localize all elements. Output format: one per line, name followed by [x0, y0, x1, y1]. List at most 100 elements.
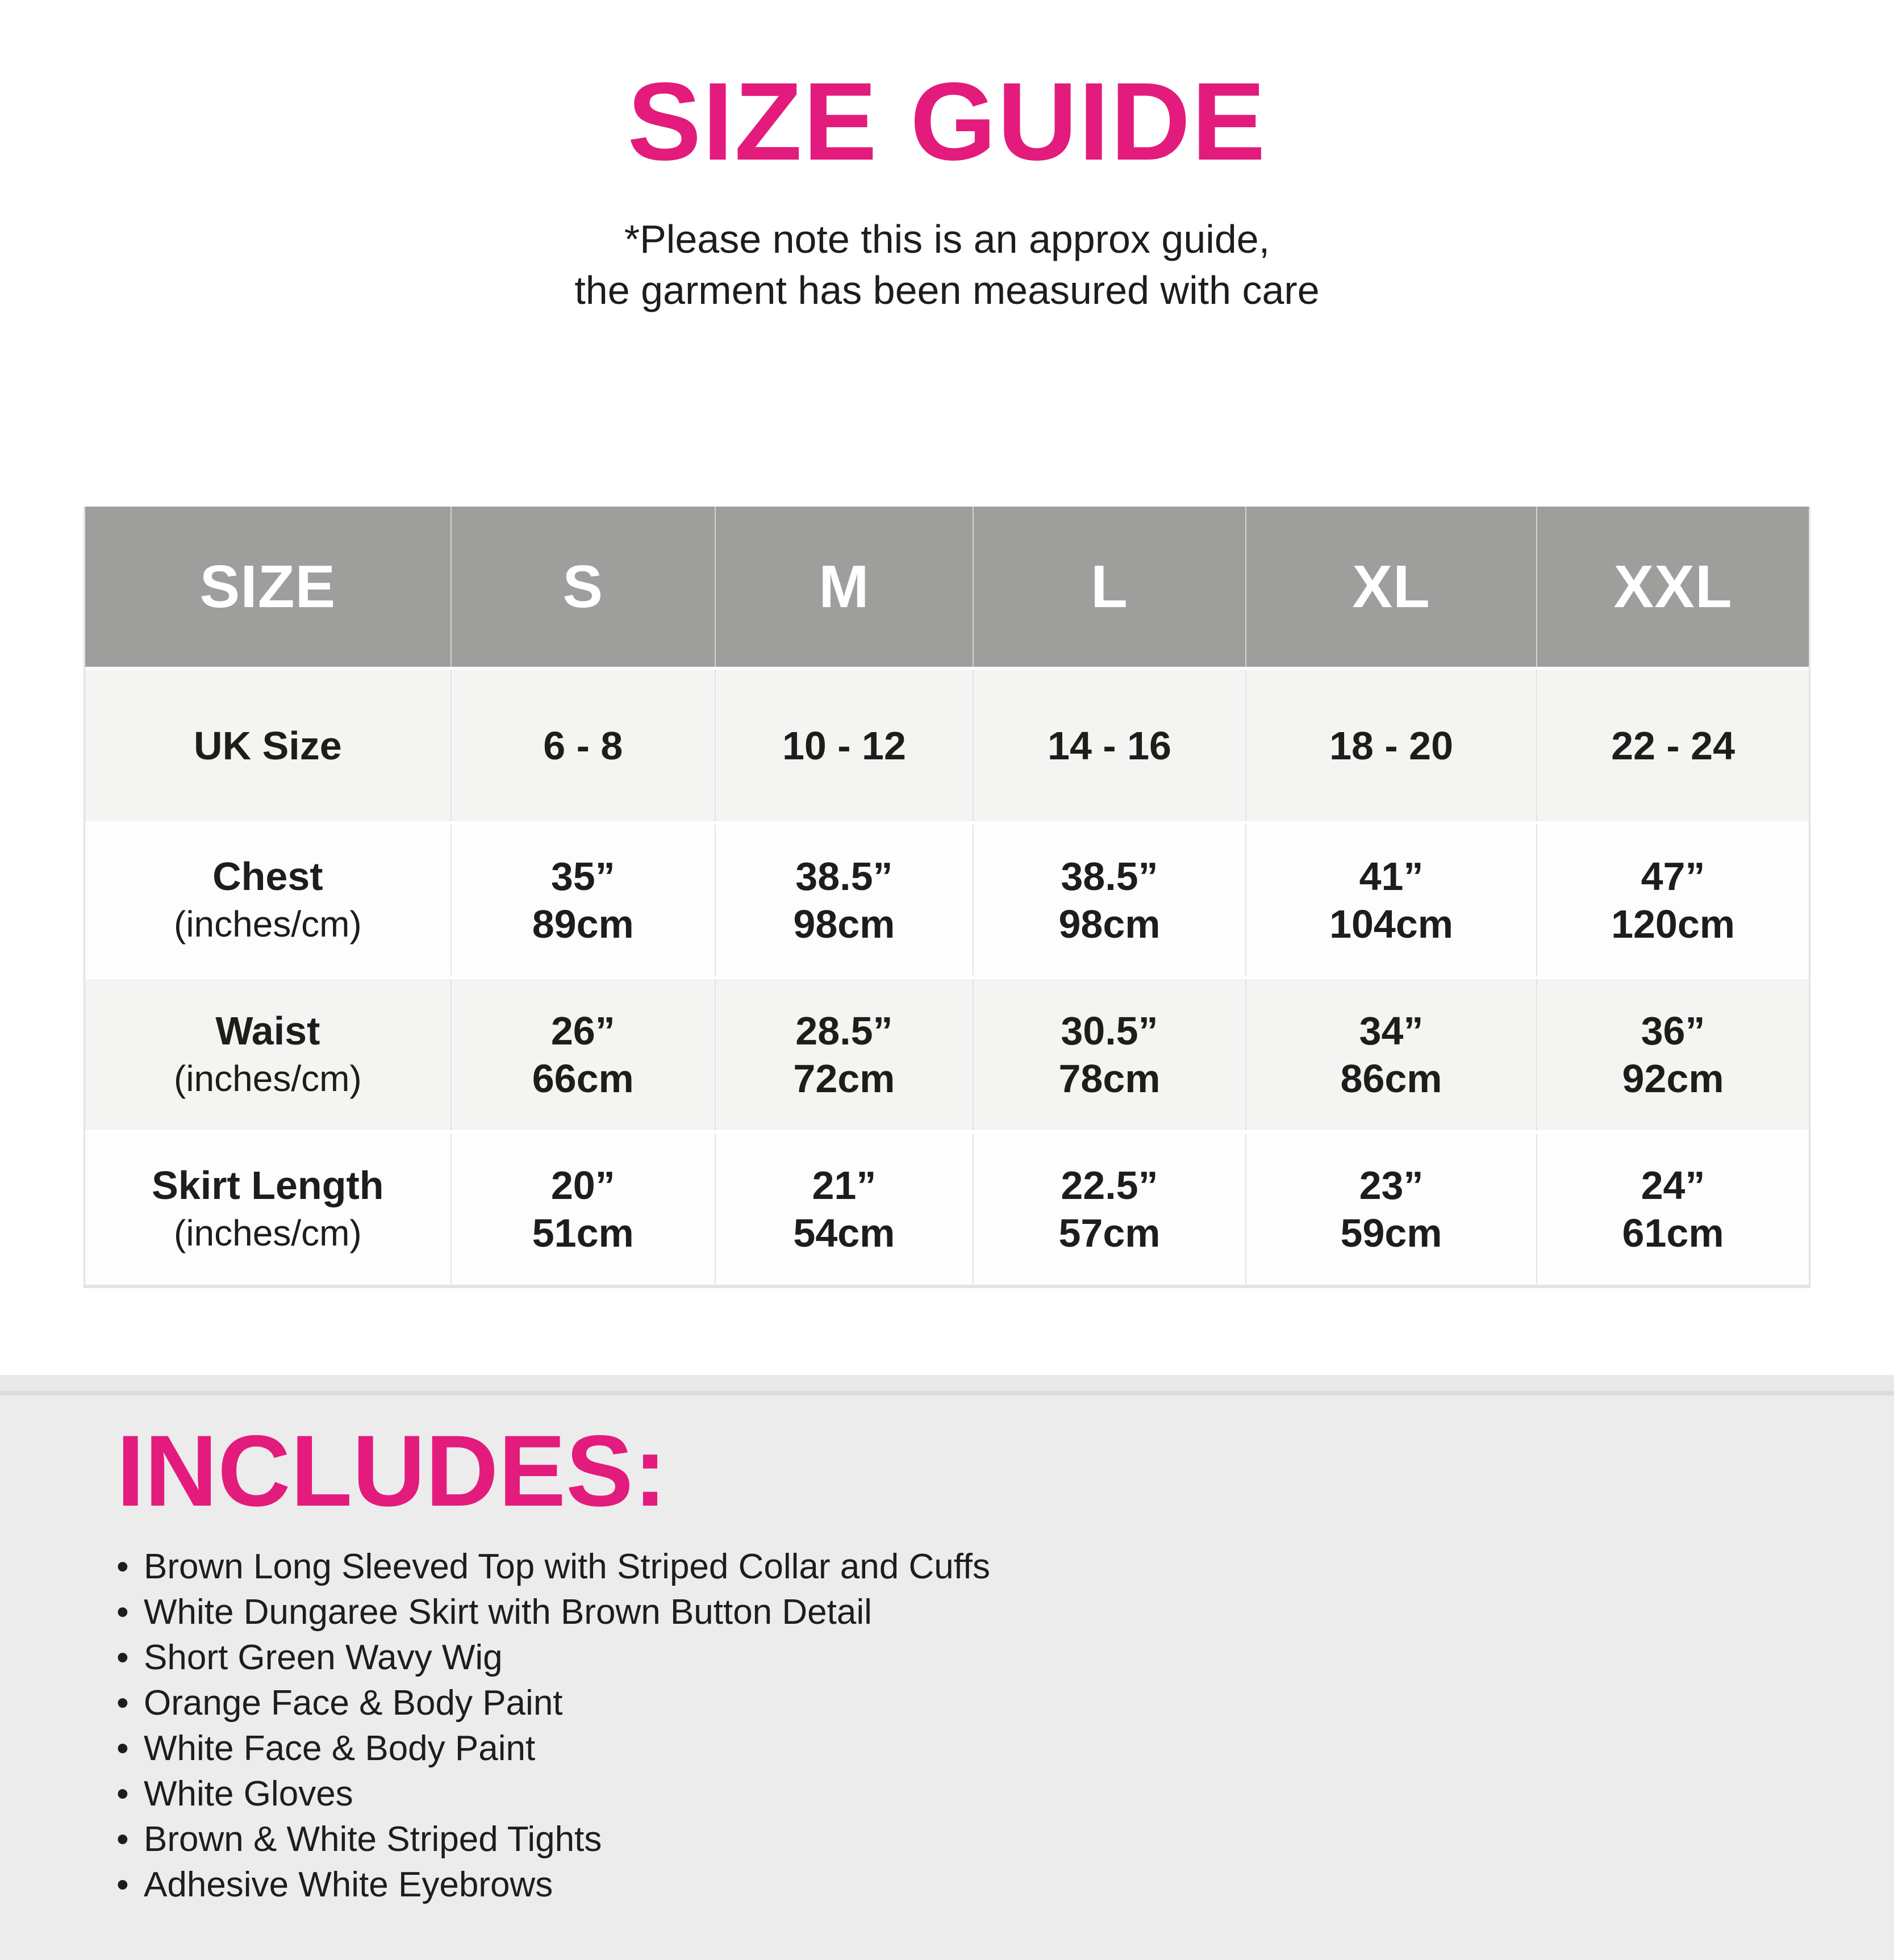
- cell-label: Chest (inches/cm): [85, 825, 452, 976]
- cell-value: 24” 61cm: [1537, 1134, 1809, 1285]
- cell-value: 10 - 12: [716, 670, 974, 821]
- value-inches: 21”: [812, 1163, 877, 1207]
- row-label: Skirt Length: [152, 1163, 384, 1207]
- value-inches: 36”: [1641, 1009, 1705, 1053]
- value-cm: 89cm: [532, 902, 634, 946]
- cell-value: 14 - 16: [974, 670, 1246, 821]
- bullet-icon: •: [116, 1774, 129, 1813]
- list-item: • Orange Face & Body Paint: [116, 1681, 1860, 1726]
- cell-value: 21” 54cm: [716, 1134, 974, 1285]
- header-cell-l: L: [974, 507, 1246, 667]
- cell-value: 38.5” 98cm: [716, 825, 974, 976]
- size-table: SIZE S M L XL XXL UK Size 6 - 8 10 - 12 …: [84, 507, 1810, 1288]
- list-item: • Brown Long Sleeved Top with Striped Col…: [116, 1544, 1860, 1590]
- table-row-uk-size: UK Size 6 - 8 10 - 12 14 - 16 18 - 20 22…: [85, 670, 1809, 821]
- cell-value: 47” 120cm: [1537, 825, 1809, 976]
- value-inches: 30.5”: [1061, 1009, 1158, 1053]
- cell-value: 23” 59cm: [1246, 1134, 1538, 1285]
- row-label: UK Size: [194, 724, 342, 768]
- includes-heading: INCLUDES:: [116, 1414, 668, 1527]
- header-cell-xl: XL: [1246, 507, 1538, 667]
- bullet-icon: •: [116, 1593, 129, 1632]
- uk-size-value: 18 - 20: [1329, 724, 1454, 768]
- value-cm: 66cm: [532, 1056, 634, 1101]
- row-sublabel: (inches/cm): [174, 1213, 362, 1253]
- uk-size-value: 14 - 16: [1048, 724, 1171, 768]
- value-cm: 86cm: [1340, 1056, 1442, 1101]
- row-label: Waist: [215, 1009, 320, 1053]
- cell-value: 36” 92cm: [1537, 979, 1809, 1130]
- size-table-header-row: SIZE S M L XL XXL: [85, 507, 1809, 667]
- bullet-icon: •: [116, 1865, 129, 1904]
- list-item-text: White Gloves: [144, 1774, 353, 1813]
- uk-size-value: 22 - 24: [1611, 724, 1736, 768]
- list-item: • White Gloves: [116, 1771, 1860, 1817]
- header-label: L: [1091, 553, 1128, 620]
- list-item: • White Face & Body Paint: [116, 1726, 1860, 1771]
- list-item: • White Dungaree Skirt with Brown Button …: [116, 1590, 1860, 1635]
- bullet-icon: •: [116, 1638, 129, 1677]
- list-item-text: White Dungaree Skirt with Brown Button D…: [144, 1593, 872, 1632]
- cell-value: 22 - 24: [1537, 670, 1809, 821]
- header-cell-size: SIZE: [85, 507, 452, 667]
- value-cm: 98cm: [793, 902, 895, 946]
- cell-value: 30.5” 78cm: [974, 979, 1246, 1130]
- value-inches: 24”: [1641, 1163, 1705, 1207]
- list-item-text: Short Green Wavy Wig: [144, 1638, 503, 1677]
- value-inches: 26”: [550, 1009, 615, 1053]
- cell-value: 22.5” 57cm: [974, 1134, 1246, 1285]
- bullet-icon: •: [116, 1547, 129, 1586]
- includes-list: • Brown Long Sleeved Top with Striped Col…: [116, 1544, 1860, 1908]
- page-title: SIZE GUIDE: [627, 60, 1267, 183]
- cell-value: 34” 86cm: [1246, 979, 1538, 1130]
- value-cm: 98cm: [1058, 902, 1161, 946]
- subtitle-line-2: the garment has been measured with care: [574, 268, 1320, 312]
- uk-size-value: 6 - 8: [543, 724, 623, 768]
- row-sublabel: (inches/cm): [174, 1058, 362, 1099]
- value-inches: 47”: [1641, 854, 1705, 898]
- uk-size-value: 10 - 12: [782, 724, 906, 768]
- header-cell-s: S: [452, 507, 716, 667]
- value-inches: 28.5”: [795, 1009, 893, 1053]
- value-inches: 34”: [1359, 1009, 1424, 1053]
- header-label: XXL: [1613, 553, 1733, 620]
- value-inches: 23”: [1359, 1163, 1424, 1207]
- list-item: • Short Green Wavy Wig: [116, 1635, 1860, 1681]
- row-label: Chest: [212, 854, 323, 898]
- size-guide-page: SIZE GUIDE *Please note this is an appro…: [0, 60, 1894, 1960]
- cell-label: Skirt Length (inches/cm): [85, 1134, 452, 1285]
- cell-value: 6 - 8: [452, 670, 716, 821]
- list-item-text: Brown Long Sleeved Top with Striped Coll…: [144, 1547, 991, 1586]
- table-row-skirt-length: Skirt Length (inches/cm) 20” 51cm 21” 54…: [85, 1134, 1809, 1285]
- value-cm: 72cm: [793, 1056, 895, 1101]
- cell-value: 41” 104cm: [1246, 825, 1538, 976]
- cell-value: 28.5” 72cm: [716, 979, 974, 1130]
- list-item: • Brown & White Striped Tights: [116, 1817, 1860, 1862]
- cell-label: Waist (inches/cm): [85, 979, 452, 1130]
- bullet-icon: •: [116, 1729, 129, 1768]
- table-row-waist: Waist (inches/cm) 26” 66cm 28.5” 72cm 30…: [85, 979, 1809, 1130]
- header-label: M: [819, 553, 870, 620]
- value-cm: 61cm: [1622, 1211, 1724, 1255]
- value-cm: 78cm: [1058, 1056, 1161, 1101]
- value-cm: 57cm: [1058, 1211, 1161, 1255]
- value-inches: 20”: [550, 1163, 615, 1207]
- value-cm: 104cm: [1329, 902, 1454, 946]
- bullet-icon: •: [116, 1683, 129, 1723]
- value-cm: 54cm: [793, 1211, 895, 1255]
- list-item-text: White Face & Body Paint: [144, 1729, 536, 1768]
- header-label: SIZE: [199, 553, 336, 620]
- value-cm: 92cm: [1622, 1056, 1724, 1101]
- bullet-icon: •: [116, 1820, 129, 1859]
- row-sublabel: (inches/cm): [174, 904, 362, 945]
- value-inches: 35”: [550, 854, 615, 898]
- cell-label: UK Size: [85, 670, 452, 821]
- value-inches: 41”: [1359, 854, 1424, 898]
- value-inches: 38.5”: [1061, 854, 1158, 898]
- list-item-text: Brown & White Striped Tights: [144, 1820, 602, 1859]
- value-inches: 38.5”: [795, 854, 893, 898]
- list-item-text: Adhesive White Eyebrows: [144, 1865, 553, 1904]
- cell-value: 18 - 20: [1246, 670, 1538, 821]
- list-item: • Adhesive White Eyebrows: [116, 1862, 1860, 1908]
- cell-value: 35” 89cm: [452, 825, 716, 976]
